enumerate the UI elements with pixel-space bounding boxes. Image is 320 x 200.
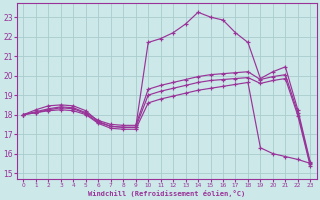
X-axis label: Windchill (Refroidissement éolien,°C): Windchill (Refroidissement éolien,°C) [88, 190, 245, 197]
